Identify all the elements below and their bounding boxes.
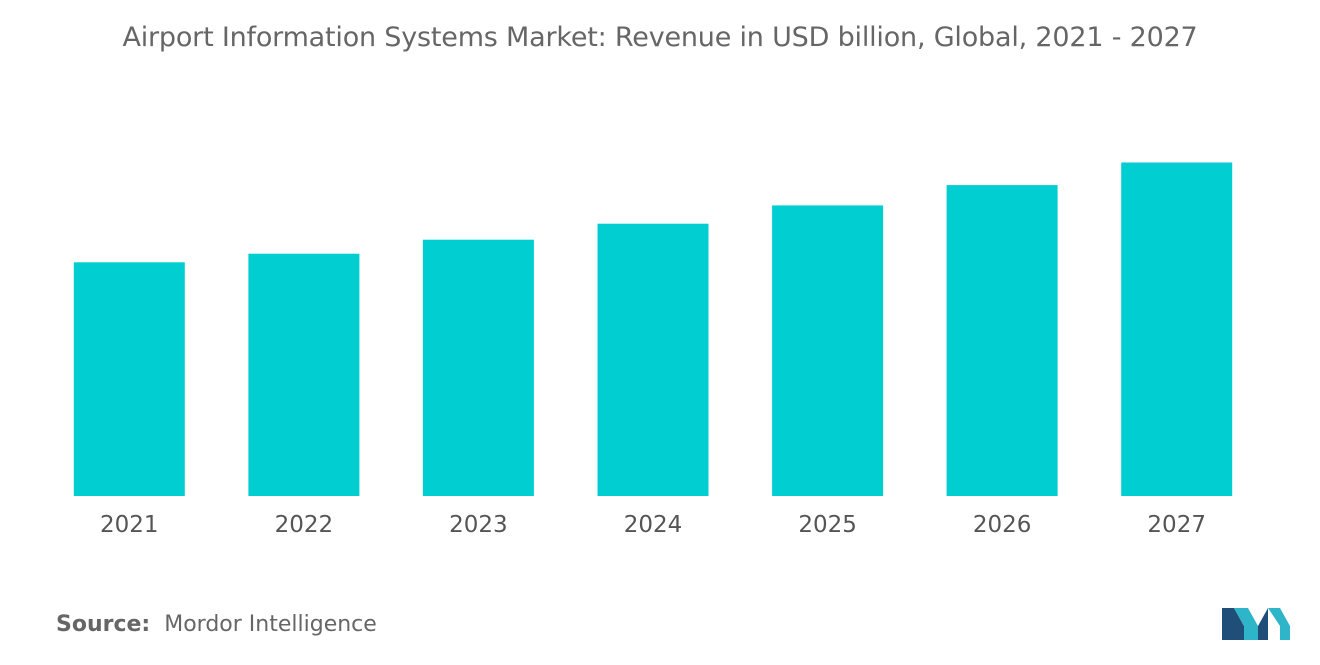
source-note: Source: Mordor Intelligence [56, 612, 377, 637]
bar-chart: 2021 2022 2023 2024 2025 2026 2027 [73, 162, 1233, 538]
x-tick-label-2025: 2025 [798, 512, 857, 538]
x-tick-label-2023: 2023 [449, 512, 508, 538]
bar-group [73, 162, 1233, 496]
bar-2024 [597, 223, 709, 496]
x-tick-label-2021: 2021 [100, 512, 159, 538]
bar-2025 [772, 205, 884, 496]
mordor-intelligence-logo-icon [1222, 608, 1290, 640]
x-tick-label-2022: 2022 [275, 512, 334, 538]
chart-title: Airport Information Systems Market: Reve… [122, 22, 1198, 53]
bar-2026 [946, 185, 1058, 496]
x-tick-label-2026: 2026 [973, 512, 1032, 538]
bar-2027 [1121, 162, 1233, 496]
x-tick-label-2027: 2027 [1147, 512, 1206, 538]
bar-2022 [248, 253, 360, 496]
bar-2021 [73, 262, 185, 496]
source-label: Source: [56, 612, 151, 637]
x-tick-label-2024: 2024 [624, 512, 683, 538]
bar-2023 [422, 239, 534, 496]
x-axis-tick-labels: 2021 2022 2023 2024 2025 2026 2027 [100, 512, 1206, 538]
source-value: Mordor Intelligence [164, 612, 377, 637]
